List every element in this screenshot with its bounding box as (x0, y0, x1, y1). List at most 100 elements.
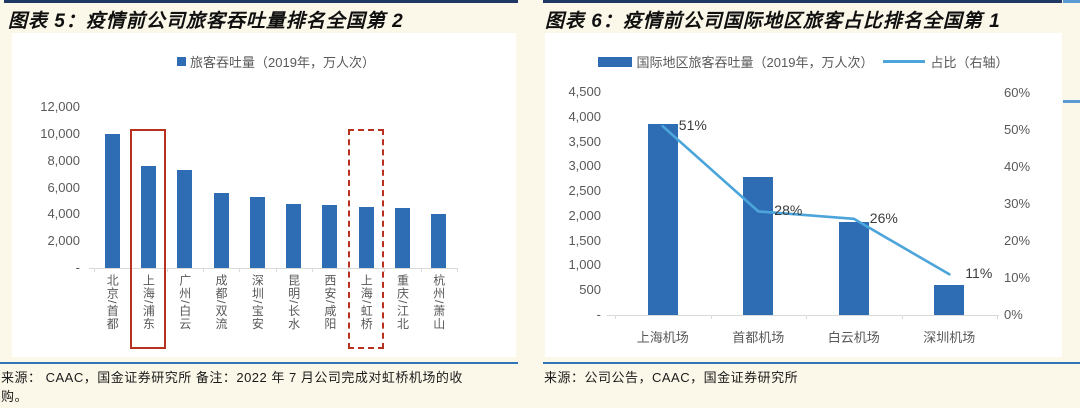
y-axis-tick-label: 4,000 (47, 206, 80, 222)
y-axis-tick-label: 6,000 (47, 179, 80, 195)
x-axis-label: 重庆/江北 (395, 274, 410, 331)
highlight-box-dashed (348, 129, 385, 349)
figure6-source-note: 来源：公司公告，CAAC，国金证券研究所 (544, 370, 799, 385)
x-axis-label: 上海机场 (636, 330, 689, 345)
y-axis-tick-label: 3,500 (568, 133, 601, 149)
y-axis-tick-label: - (75, 260, 80, 275)
highlight-box-solid (130, 129, 167, 349)
x-axis-label: 深圳/宝安 (250, 274, 265, 331)
x-axis-tick (997, 315, 998, 319)
x-axis-label: 首都机场 (732, 330, 785, 345)
legend: 旅客吞吐量（2019年，万人次） (94, 52, 458, 71)
adjacent-cell-rule-mid (1063, 100, 1080, 103)
y-axis-tick-label: 4,000 (568, 108, 601, 124)
x-axis-tick (311, 268, 313, 272)
bar (140, 165, 156, 268)
bar (838, 222, 869, 315)
legend-label: 旅客吞吐量（2019年，万人次） (190, 55, 375, 70)
y-axis-tick-label: 2,000 (47, 233, 80, 249)
y-axis-tick-label: 500 (579, 282, 601, 298)
line-data-label: 11% (965, 265, 993, 282)
legend-swatch-line (883, 60, 926, 63)
x-axis-label: 杭州/萧山 (431, 274, 446, 331)
line-data-label: 28% (774, 202, 803, 219)
x-axis-tick (275, 268, 277, 272)
y-axis-tick-label: 2,500 (568, 183, 601, 199)
bar (358, 206, 374, 268)
x-axis-tick (615, 315, 616, 319)
figure5-top-rule (4, 0, 518, 3)
figure5-source-rule (0, 362, 518, 364)
y-axis-tick-label-right: 50% (1004, 122, 1031, 137)
y-axis-tick-label: 8,000 (47, 152, 80, 168)
x-axis-label: 西安/咸阳 (322, 274, 337, 331)
x-axis-tick (710, 315, 712, 319)
y-axis-tick-label-right: 60% (1004, 85, 1031, 100)
legend-item: 国际地区旅客吞吐量（2019年，万人次） (597, 52, 874, 71)
bar (395, 207, 410, 268)
y-axis-tick-label: 1,500 (568, 232, 601, 248)
bar (213, 193, 229, 268)
x-axis-label: 上海/虹桥 (359, 274, 374, 331)
bar (431, 214, 447, 268)
y-axis-tick-label-right: 40% (1004, 159, 1031, 174)
legend: 国际地区旅客吞吐量（2019年，万人次） 占比（右轴） (573, 52, 1033, 71)
x-axis-label: 昆明/长水 (286, 274, 301, 331)
y-axis-tick-label-right: 0% (1004, 307, 1023, 322)
x-axis-tick (202, 268, 204, 272)
bar (249, 197, 265, 268)
bar (286, 203, 302, 268)
y-axis-tick-label: 10,000 (40, 125, 80, 141)
bar (743, 177, 774, 315)
x-axis-label: 广州/白云 (177, 274, 192, 331)
x-axis-tick (901, 315, 903, 319)
legend-label: 国际地区旅客吞吐量（2019年，万人次） (636, 55, 874, 70)
y-axis-tick-label: 4,500 (568, 84, 601, 99)
legend-swatch-bar (597, 56, 632, 67)
x-axis-line (89, 268, 458, 269)
legend-item: 占比（右轴） (883, 52, 1008, 71)
y-axis-tick-label-right: 20% (1004, 233, 1031, 248)
line-data-label: 51% (678, 117, 707, 134)
bar (177, 169, 193, 268)
x-axis-tick (94, 268, 95, 272)
figure6-source-rule (543, 362, 1080, 364)
y-axis-tick-label: - (596, 307, 601, 322)
figure5-title: 图表 5：疫情前公司旅客吞吐量排名全国第 2 (8, 11, 404, 32)
x-axis-tick (166, 268, 168, 272)
adjacent-cell-rule-top (1063, 0, 1080, 3)
y-axis-tick-label: 12,000 (40, 99, 80, 114)
x-axis-tick (384, 268, 386, 272)
y-axis-tick-label: 2,000 (568, 207, 601, 223)
bar (934, 285, 965, 315)
x-axis-tick (420, 268, 422, 272)
y-axis-tick-label: 1,000 (568, 257, 601, 273)
bar (647, 124, 678, 315)
figure6-top-rule (543, 0, 1062, 3)
x-axis-label: 上海/浦东 (141, 274, 156, 331)
y-axis-tick-label-right: 30% (1004, 196, 1031, 211)
bar (322, 204, 338, 268)
line-data-label: 26% (869, 209, 898, 226)
x-axis-label: 北京/首都 (105, 274, 120, 331)
figure5-chart-background (12, 33, 516, 357)
x-axis-label: 白云机场 (827, 330, 880, 345)
x-axis-tick (806, 315, 807, 319)
x-axis-tick (457, 268, 458, 272)
legend-item: 旅客吞吐量（2019年，万人次） (177, 52, 375, 71)
y-axis-tick-label-right: 10% (1004, 270, 1031, 285)
figure6-chart-background (545, 33, 1062, 357)
legend-label: 占比（右轴） (930, 55, 1009, 70)
figure6-title: 图表 6：疫情前公司国际地区旅客占比排名全国第 1 (545, 11, 1001, 32)
figure6-panel: 图表 6：疫情前公司国际地区旅客占比排名全国第 1 来源：公司公告，CAAC，国… (543, 0, 1080, 408)
x-axis-label: 成都/双流 (214, 274, 228, 331)
x-axis-label: 深圳机场 (923, 330, 976, 345)
y-axis-tick-label: 3,000 (568, 158, 601, 174)
x-axis-line (607, 315, 999, 316)
legend-swatch-bar (177, 57, 187, 66)
bar (104, 133, 120, 268)
x-axis-tick (239, 268, 241, 272)
figure5-source-note: 来源： CAAC，国金证券研究所 备注：2022 年 7 月公司完成对虹桥机场的… (1, 370, 463, 404)
figure5-panel: 图表 5：疫情前公司旅客吞吐量排名全国第 2 来源： CAAC，国金证券研究所 … (0, 0, 518, 408)
